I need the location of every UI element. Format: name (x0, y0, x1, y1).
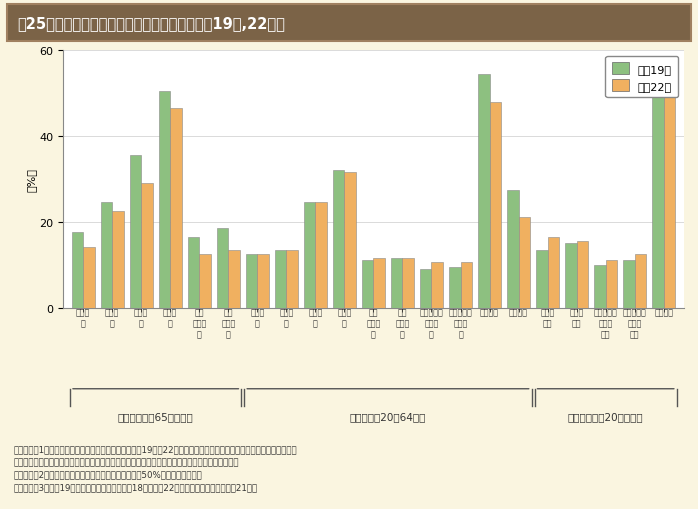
Bar (216, 229, 228, 308)
Bar (246, 254, 258, 308)
Text: （備考）　1．厚生労働省「国民生活基礎調査」（平成19年，22年）を基に，男女共同参画会議基本問題・影響調査専
　　　　　　門調査会女性と経済ワーキング・グルー: （備考） 1．厚生労働省「国民生活基礎調査」（平成19年，22年）を基に，男女共… (14, 444, 297, 492)
Y-axis label: （%）: （%） (27, 167, 36, 191)
Text: 夫婦
のみ・
女: 夫婦 のみ・ 女 (221, 308, 235, 339)
Text: 全体・
女: 全体・ 女 (279, 308, 293, 328)
Bar (130, 156, 141, 308)
Bar (431, 263, 443, 308)
Text: 全体・
男児: 全体・ 男児 (540, 308, 555, 328)
Bar (228, 250, 240, 308)
Text: 単身・
男: 単身・ 男 (309, 308, 322, 328)
Text: 高齢者世代（65歳以上）: 高齢者世代（65歳以上） (118, 411, 193, 421)
Bar (565, 244, 577, 308)
Bar (634, 254, 646, 308)
Text: 全体・
女: 全体・ 女 (105, 308, 119, 328)
Bar (333, 171, 344, 308)
Bar (258, 254, 269, 308)
Text: 第25図　世代・世帯類型別相対的貧困率（平成19年,22年）: 第25図 世代・世帯類型別相対的貧困率（平成19年,22年） (17, 16, 285, 31)
Text: 単身・
女: 単身・ 女 (337, 308, 352, 328)
Legend: 平成19年, 平成22年: 平成19年, 平成22年 (605, 56, 678, 98)
Text: 夫婦
のみ・
男: 夫婦 のみ・ 男 (366, 308, 380, 339)
Bar (141, 184, 153, 308)
Bar (304, 203, 315, 308)
Bar (83, 248, 95, 308)
Bar (315, 203, 327, 308)
Text: 勤労世代（20〜64歳）: 勤労世代（20〜64歳） (350, 411, 426, 421)
Bar (594, 265, 606, 308)
Bar (101, 203, 112, 308)
Bar (373, 259, 385, 308)
Text: 単身・
女: 単身・ 女 (163, 308, 177, 328)
Bar (391, 259, 403, 308)
Bar (362, 261, 373, 308)
Text: 夫婦と未婚
の子・
女: 夫婦と未婚 の子・ 女 (449, 308, 473, 339)
Bar (158, 92, 170, 308)
Text: 父子世帯: 父子世帯 (509, 308, 528, 317)
Bar (275, 250, 286, 308)
Bar (478, 74, 489, 308)
Bar (112, 212, 124, 308)
Bar (519, 218, 530, 308)
Text: 夫婦
のみ・
男: 夫婦 のみ・ 男 (192, 308, 207, 339)
Text: 子ども世代（20歳未満）: 子ども世代（20歳未満） (568, 411, 644, 421)
Bar (199, 254, 211, 308)
Text: 全体・
男: 全体・ 男 (76, 308, 90, 328)
Text: 全体・
女児: 全体・ 女児 (570, 308, 584, 328)
Bar (286, 250, 298, 308)
Bar (536, 250, 548, 308)
Bar (664, 92, 676, 308)
Text: 全体・
男: 全体・ 男 (250, 308, 265, 328)
Text: 夫婦と未婚
の子・
男児: 夫婦と未婚 の子・ 男児 (594, 308, 618, 339)
Bar (548, 237, 559, 308)
Bar (420, 269, 431, 308)
Bar (577, 242, 588, 308)
Bar (449, 267, 461, 308)
Text: 夫婦
のみ・
女: 夫婦 のみ・ 女 (395, 308, 410, 339)
Bar (489, 102, 501, 308)
Text: 母子世帯: 母子世帯 (654, 308, 673, 317)
Bar (461, 263, 472, 308)
Bar (507, 190, 519, 308)
Bar (344, 173, 356, 308)
Bar (623, 261, 634, 308)
Bar (170, 109, 182, 308)
Text: 単身・
男: 単身・ 男 (134, 308, 148, 328)
Bar (403, 259, 414, 308)
Text: 夫婦と未婚
の子・
女児: 夫婦と未婚 の子・ 女児 (623, 308, 646, 339)
Bar (606, 261, 617, 308)
Bar (188, 237, 199, 308)
Text: 夫婦と未婚
の子・
男: 夫婦と未婚 の子・ 男 (419, 308, 443, 339)
Bar (652, 62, 664, 308)
Bar (71, 233, 83, 308)
Text: 母子世帯: 母子世帯 (480, 308, 499, 317)
